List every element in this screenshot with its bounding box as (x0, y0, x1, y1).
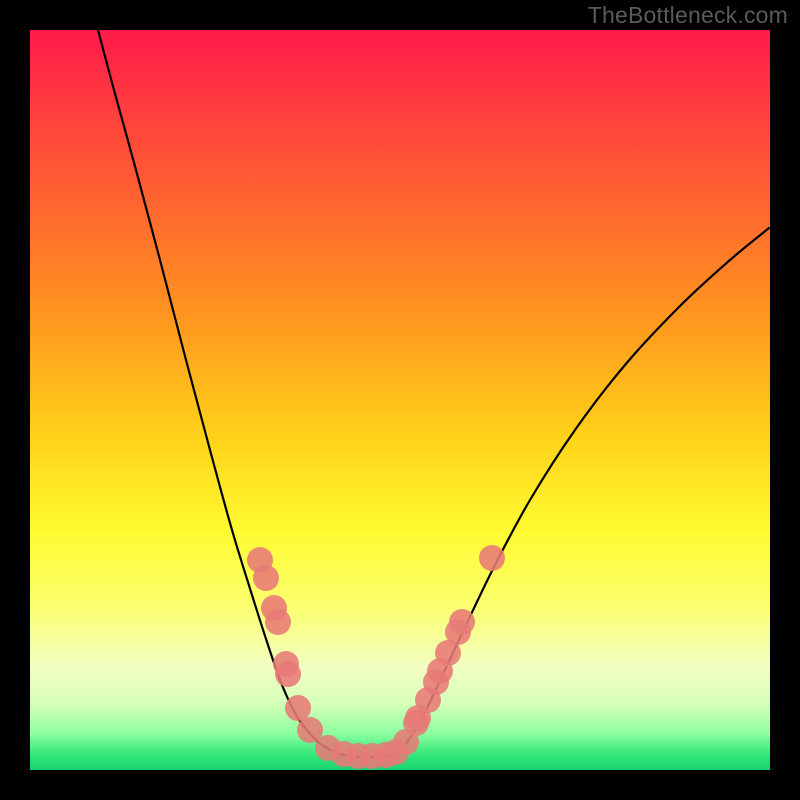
plot-background (30, 30, 770, 770)
data-dot (479, 545, 505, 571)
bottleneck-chart (0, 0, 800, 800)
data-dot (449, 609, 475, 635)
watermark-text: TheBottleneck.com (588, 2, 788, 29)
data-dot (275, 661, 301, 687)
data-dot (285, 695, 311, 721)
data-dot (265, 609, 291, 635)
data-dot (253, 565, 279, 591)
chart-container: TheBottleneck.com (0, 0, 800, 800)
